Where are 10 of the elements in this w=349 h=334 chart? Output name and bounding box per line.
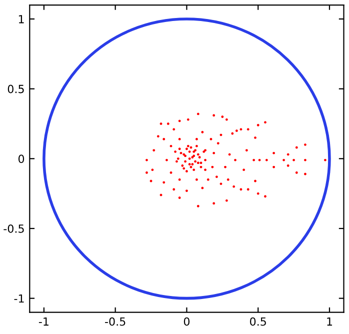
y-tick-label: -1 bbox=[14, 294, 24, 303]
y-tick-label: 0.5 bbox=[8, 84, 24, 94]
y-tick-label: 1 bbox=[18, 15, 24, 24]
y-tick-label: 0 bbox=[18, 154, 24, 164]
x-tick-label: -1 bbox=[38, 317, 48, 326]
y-tick-label: -0.5 bbox=[4, 224, 24, 233]
x-tick-label: 1 bbox=[327, 317, 332, 326]
x-tick-label: -0.5 bbox=[105, 317, 126, 326]
x-tick-label: 0 bbox=[184, 317, 190, 326]
x-tick-label: 0.5 bbox=[250, 317, 266, 326]
